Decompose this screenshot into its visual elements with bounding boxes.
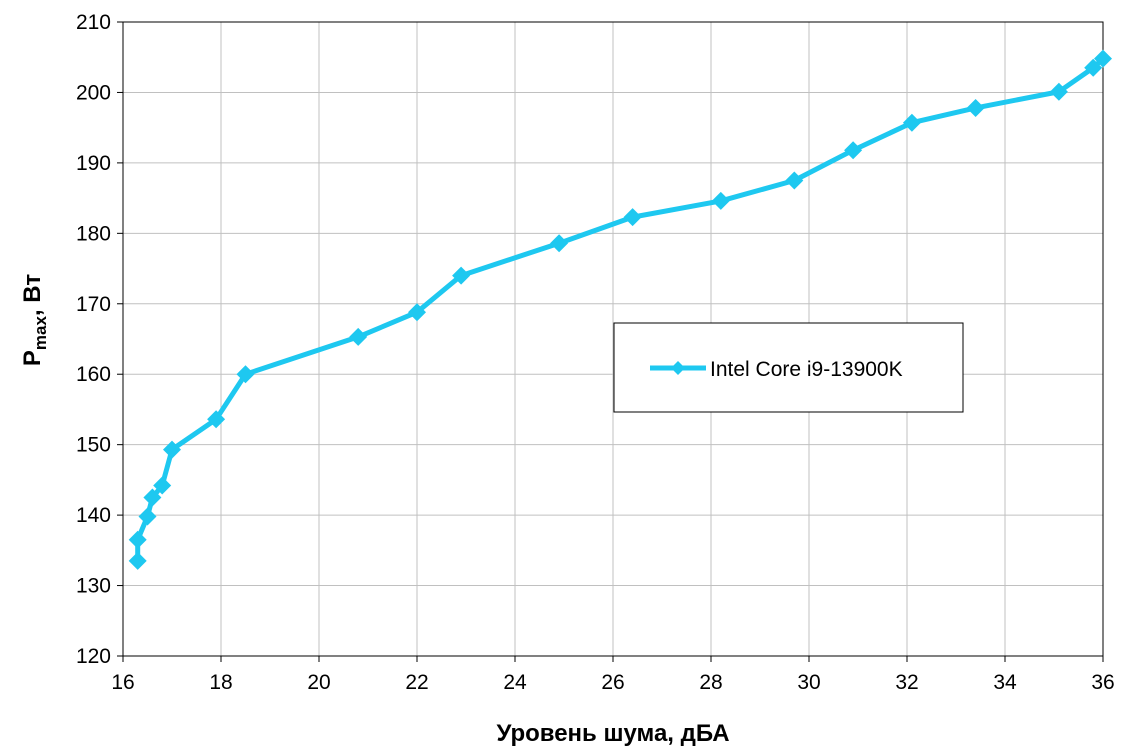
y-tick-label: 180 — [76, 222, 111, 245]
y-tick-label: 140 — [76, 504, 111, 527]
data-point-marker — [623, 208, 642, 227]
data-point-marker — [550, 234, 569, 253]
data-point-marker — [1049, 82, 1068, 101]
y-tick-label: 210 — [76, 11, 111, 34]
x-tick-label: 32 — [895, 671, 918, 694]
data-point-marker — [163, 440, 181, 459]
data-point-marker — [408, 303, 426, 322]
data-point-marker — [207, 410, 226, 429]
data-point-marker — [349, 327, 368, 346]
x-tick-label: 36 — [1091, 671, 1114, 694]
data-point-marker — [966, 98, 985, 117]
data-point-marker — [128, 530, 147, 549]
data-point-marker — [1094, 49, 1112, 68]
y-axis-ticks: 120 130 140 150 160 170 180 190 200 210 — [76, 11, 123, 668]
legend-label: Intel Core i9-13900K — [710, 358, 903, 381]
x-tick-label: 24 — [503, 671, 527, 694]
y-tick-label: 130 — [76, 575, 111, 598]
x-axis-title: Уровень шума, дБА — [496, 720, 729, 747]
y-tick-label: 160 — [76, 363, 111, 386]
y-axis-title: Pmax, Вт — [19, 274, 50, 366]
x-tick-label: 30 — [797, 671, 820, 694]
x-axis-ticks: 16 18 20 22 24 26 28 30 32 34 36 — [111, 656, 1115, 694]
y-tick-label: 170 — [76, 293, 111, 316]
x-tick-label: 26 — [601, 671, 624, 694]
series-line — [135, 56, 1105, 561]
y-tick-label: 120 — [76, 645, 111, 668]
data-point-marker — [785, 171, 804, 190]
legend-marker-diamond — [671, 361, 685, 375]
y-tick-label: 150 — [76, 434, 111, 457]
x-tick-label: 28 — [699, 671, 722, 694]
x-tick-label: 20 — [307, 671, 330, 694]
x-tick-label: 34 — [993, 671, 1017, 694]
y-tick-label: 190 — [76, 152, 111, 175]
x-tick-label: 22 — [405, 671, 428, 694]
y-tick-label: 200 — [76, 81, 111, 104]
data-point-marker — [153, 476, 172, 495]
data-point-marker — [138, 507, 157, 526]
data-point-marker — [452, 266, 471, 285]
x-tick-label: 18 — [209, 671, 232, 694]
data-point-marker — [128, 551, 147, 570]
data-point-marker — [902, 113, 921, 132]
data-point-marker — [844, 141, 863, 160]
data-point-marker — [143, 488, 162, 507]
data-point-marker — [711, 191, 730, 210]
x-tick-label: 16 — [111, 671, 134, 694]
data-point-marker — [1084, 58, 1103, 77]
data-point-marker — [236, 365, 255, 384]
legend: Intel Core i9-13900K — [613, 322, 964, 413]
series-layer — [128, 49, 1112, 570]
